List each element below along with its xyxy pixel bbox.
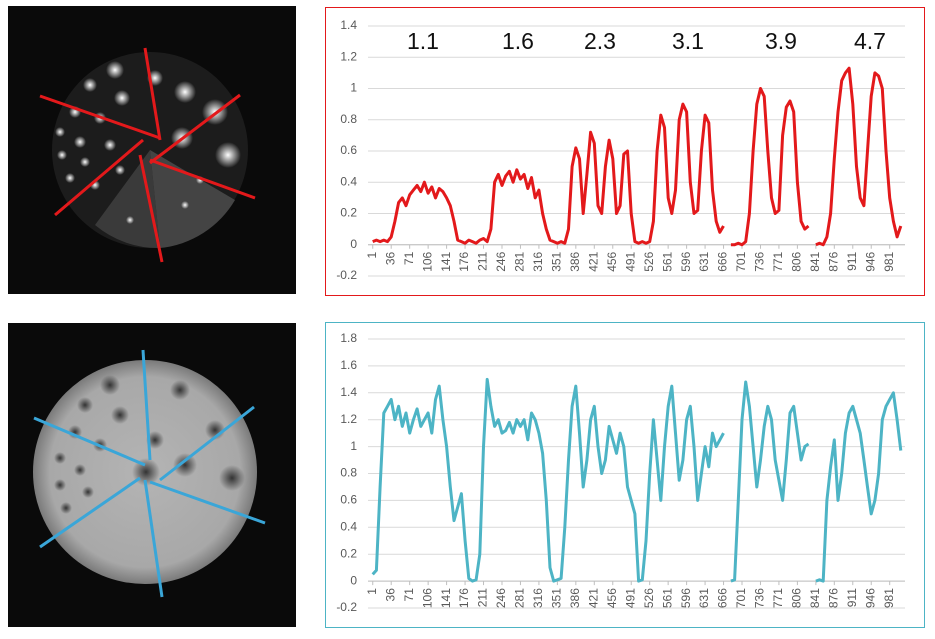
data-line <box>372 66 903 247</box>
x-tick-label: 141 <box>439 588 453 608</box>
x-tick-label: 421 <box>586 251 600 271</box>
x-tick-label: 771 <box>771 251 785 271</box>
x-tick-label: 981 <box>882 251 896 271</box>
data-line <box>371 377 903 583</box>
y-tick-label: -0.2 <box>336 268 357 282</box>
x-tick-label: 141 <box>439 251 453 271</box>
x-tick-label: 491 <box>623 251 637 271</box>
x-tick-label: 281 <box>513 251 527 271</box>
x-tick-label: 211 <box>476 588 490 607</box>
y-tick-label: 0.2 <box>340 206 357 220</box>
x-tick-label: 736 <box>753 588 767 608</box>
annotation: 1.1 <box>407 28 439 54</box>
annotation: 4.7 <box>854 28 886 54</box>
x-tick-label: 701 <box>734 588 748 608</box>
y-tick-label: -0.2 <box>336 600 357 614</box>
x-tick-label: 736 <box>753 251 767 271</box>
y-tick-label: 0.4 <box>340 174 357 188</box>
x-tick-label: 246 <box>494 588 508 608</box>
x-tick-label: 1 <box>365 588 379 595</box>
x-tick-label: 806 <box>790 588 804 608</box>
x-tick-label: 211 <box>476 251 490 270</box>
x-tick-label: 596 <box>679 588 693 608</box>
x-tick-label: 946 <box>863 588 877 608</box>
y-tick-label: 1 <box>350 81 357 95</box>
y-tick-label: 0.2 <box>340 546 357 560</box>
x-tick-label: 106 <box>420 588 434 608</box>
x-tick-label: 246 <box>494 251 508 271</box>
x-tick-label: 386 <box>568 251 582 271</box>
x-tick-label: 526 <box>642 251 656 271</box>
y-tick-label: 0 <box>350 237 357 251</box>
x-tick-label: 491 <box>623 588 637 608</box>
x-tick-label: 841 <box>808 588 822 608</box>
x-tick-label: 701 <box>734 251 748 271</box>
x-tick-label: 421 <box>586 588 600 608</box>
x-tick-label: 526 <box>642 588 656 608</box>
x-tick-label: 946 <box>863 251 877 271</box>
y-tick-label: 0.6 <box>340 143 357 157</box>
x-tick-label: 981 <box>882 588 896 608</box>
x-tick-label: 456 <box>605 588 619 608</box>
x-tick-label: 386 <box>568 588 582 608</box>
ct-image-bottom <box>8 323 296 627</box>
x-tick-label: 351 <box>550 251 564 271</box>
annotation: 3.9 <box>765 28 797 54</box>
x-tick-label: 316 <box>531 251 545 271</box>
x-tick-label: 71 <box>402 588 416 602</box>
y-tick-label: 0 <box>350 573 357 587</box>
x-tick-label: 806 <box>790 251 804 271</box>
x-tick-label: 106 <box>420 251 434 271</box>
x-tick-label: 176 <box>457 588 471 608</box>
y-tick-label: 0.4 <box>340 519 357 533</box>
annotation: 2.3 <box>584 28 616 54</box>
x-tick-label: 456 <box>605 251 619 271</box>
y-tick-label: 1.4 <box>340 18 357 32</box>
x-tick-label: 876 <box>826 588 840 608</box>
x-tick-label: 561 <box>660 251 674 271</box>
x-tick-label: 316 <box>531 588 545 608</box>
y-tick-label: 1.4 <box>340 385 357 399</box>
x-tick-label: 911 <box>845 251 859 270</box>
x-tick-label: 666 <box>716 588 730 608</box>
x-tick-label: 71 <box>402 251 416 265</box>
x-tick-label: 631 <box>697 588 711 608</box>
x-tick-label: 36 <box>383 588 397 602</box>
annotation: 3.1 <box>672 28 704 54</box>
y-tick-label: 1.8 <box>340 331 357 345</box>
x-tick-label: 1 <box>365 251 379 258</box>
x-tick-label: 351 <box>550 588 564 608</box>
x-tick-label: 36 <box>383 251 397 265</box>
y-tick-label: 0.8 <box>340 466 357 480</box>
x-tick-label: 841 <box>808 251 822 271</box>
annotation: 1.6 <box>502 28 534 54</box>
x-tick-label: 596 <box>679 251 693 271</box>
x-tick-label: 876 <box>826 251 840 271</box>
y-tick-label: 0.8 <box>340 112 357 126</box>
y-tick-label: 1.2 <box>340 49 357 63</box>
x-tick-label: 666 <box>716 251 730 271</box>
x-tick-label: 561 <box>660 588 674 608</box>
x-tick-label: 771 <box>771 588 785 608</box>
x-tick-label: 631 <box>697 251 711 271</box>
y-tick-label: 0.6 <box>340 493 357 507</box>
ct-image-top <box>8 6 296 294</box>
y-tick-label: 1.2 <box>340 412 357 426</box>
y-tick-label: 1 <box>350 439 357 453</box>
x-tick-label: 911 <box>845 588 859 607</box>
x-tick-label: 176 <box>457 251 471 271</box>
chart-frame <box>325 7 925 296</box>
chart-frame <box>325 322 925 628</box>
y-tick-label: 1.6 <box>340 358 357 372</box>
x-tick-label: 281 <box>513 588 527 608</box>
